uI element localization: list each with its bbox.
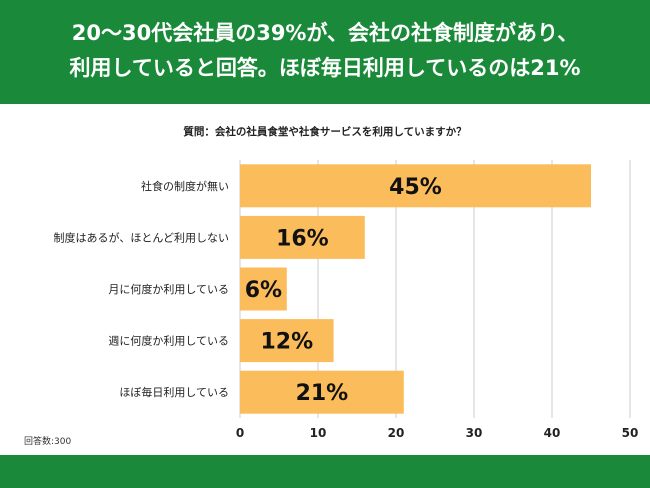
category-label: ほぼ毎日利用している [119, 386, 229, 399]
bar-value-label: 21% [296, 381, 349, 406]
bar [240, 370, 404, 414]
footer-banner [0, 455, 650, 488]
bar [240, 215, 365, 259]
category-labels: 社食の制度が無い制度はあるが、ほとんど利用しない月に何度か利用している週に何度か… [54, 179, 229, 399]
bars: 45% 16% 6% 12% 21% [240, 164, 591, 414]
x-tick-label: 20 [388, 426, 405, 440]
respondent-count: 回答数:300 [24, 437, 72, 447]
x-tick-label: 50 [622, 426, 639, 440]
category-label: 月に何度か利用している [108, 282, 229, 296]
category-label: 週に何度か利用している [108, 334, 229, 348]
chart-title: 質問：会社の社員食堂や社食サービスを利用していますか？ [183, 126, 467, 138]
header-banner: 20〜30代会社員の39%が、会社の社食制度があり、 利用していると回答。ほぼ毎… [0, 0, 650, 104]
headline-line-2: 利用していると回答。ほぼ毎日利用しているのは21% [69, 56, 581, 80]
bar [240, 267, 287, 311]
bar [240, 164, 591, 208]
bar [240, 319, 334, 363]
x-tick-label: 30 [466, 426, 483, 440]
bar-value-label: 45% [389, 175, 442, 200]
category-label: 社食の制度が無い [141, 179, 229, 193]
bar-value-label: 6% [245, 278, 282, 303]
x-tick-label: 0 [236, 426, 244, 440]
x-tick-label: 10 [310, 426, 327, 440]
bar-value-label: 12% [260, 330, 313, 355]
category-label: 制度はあるが、ほとんど利用しない [54, 230, 229, 244]
bar-value-label: 16% [276, 226, 329, 251]
headline-line-1: 20〜30代会社員の39%が、会社の社食制度があり、 [71, 21, 579, 45]
x-axis-tick-labels: 0 10 20 30 40 50 [236, 426, 639, 440]
x-tick-label: 40 [544, 426, 561, 440]
